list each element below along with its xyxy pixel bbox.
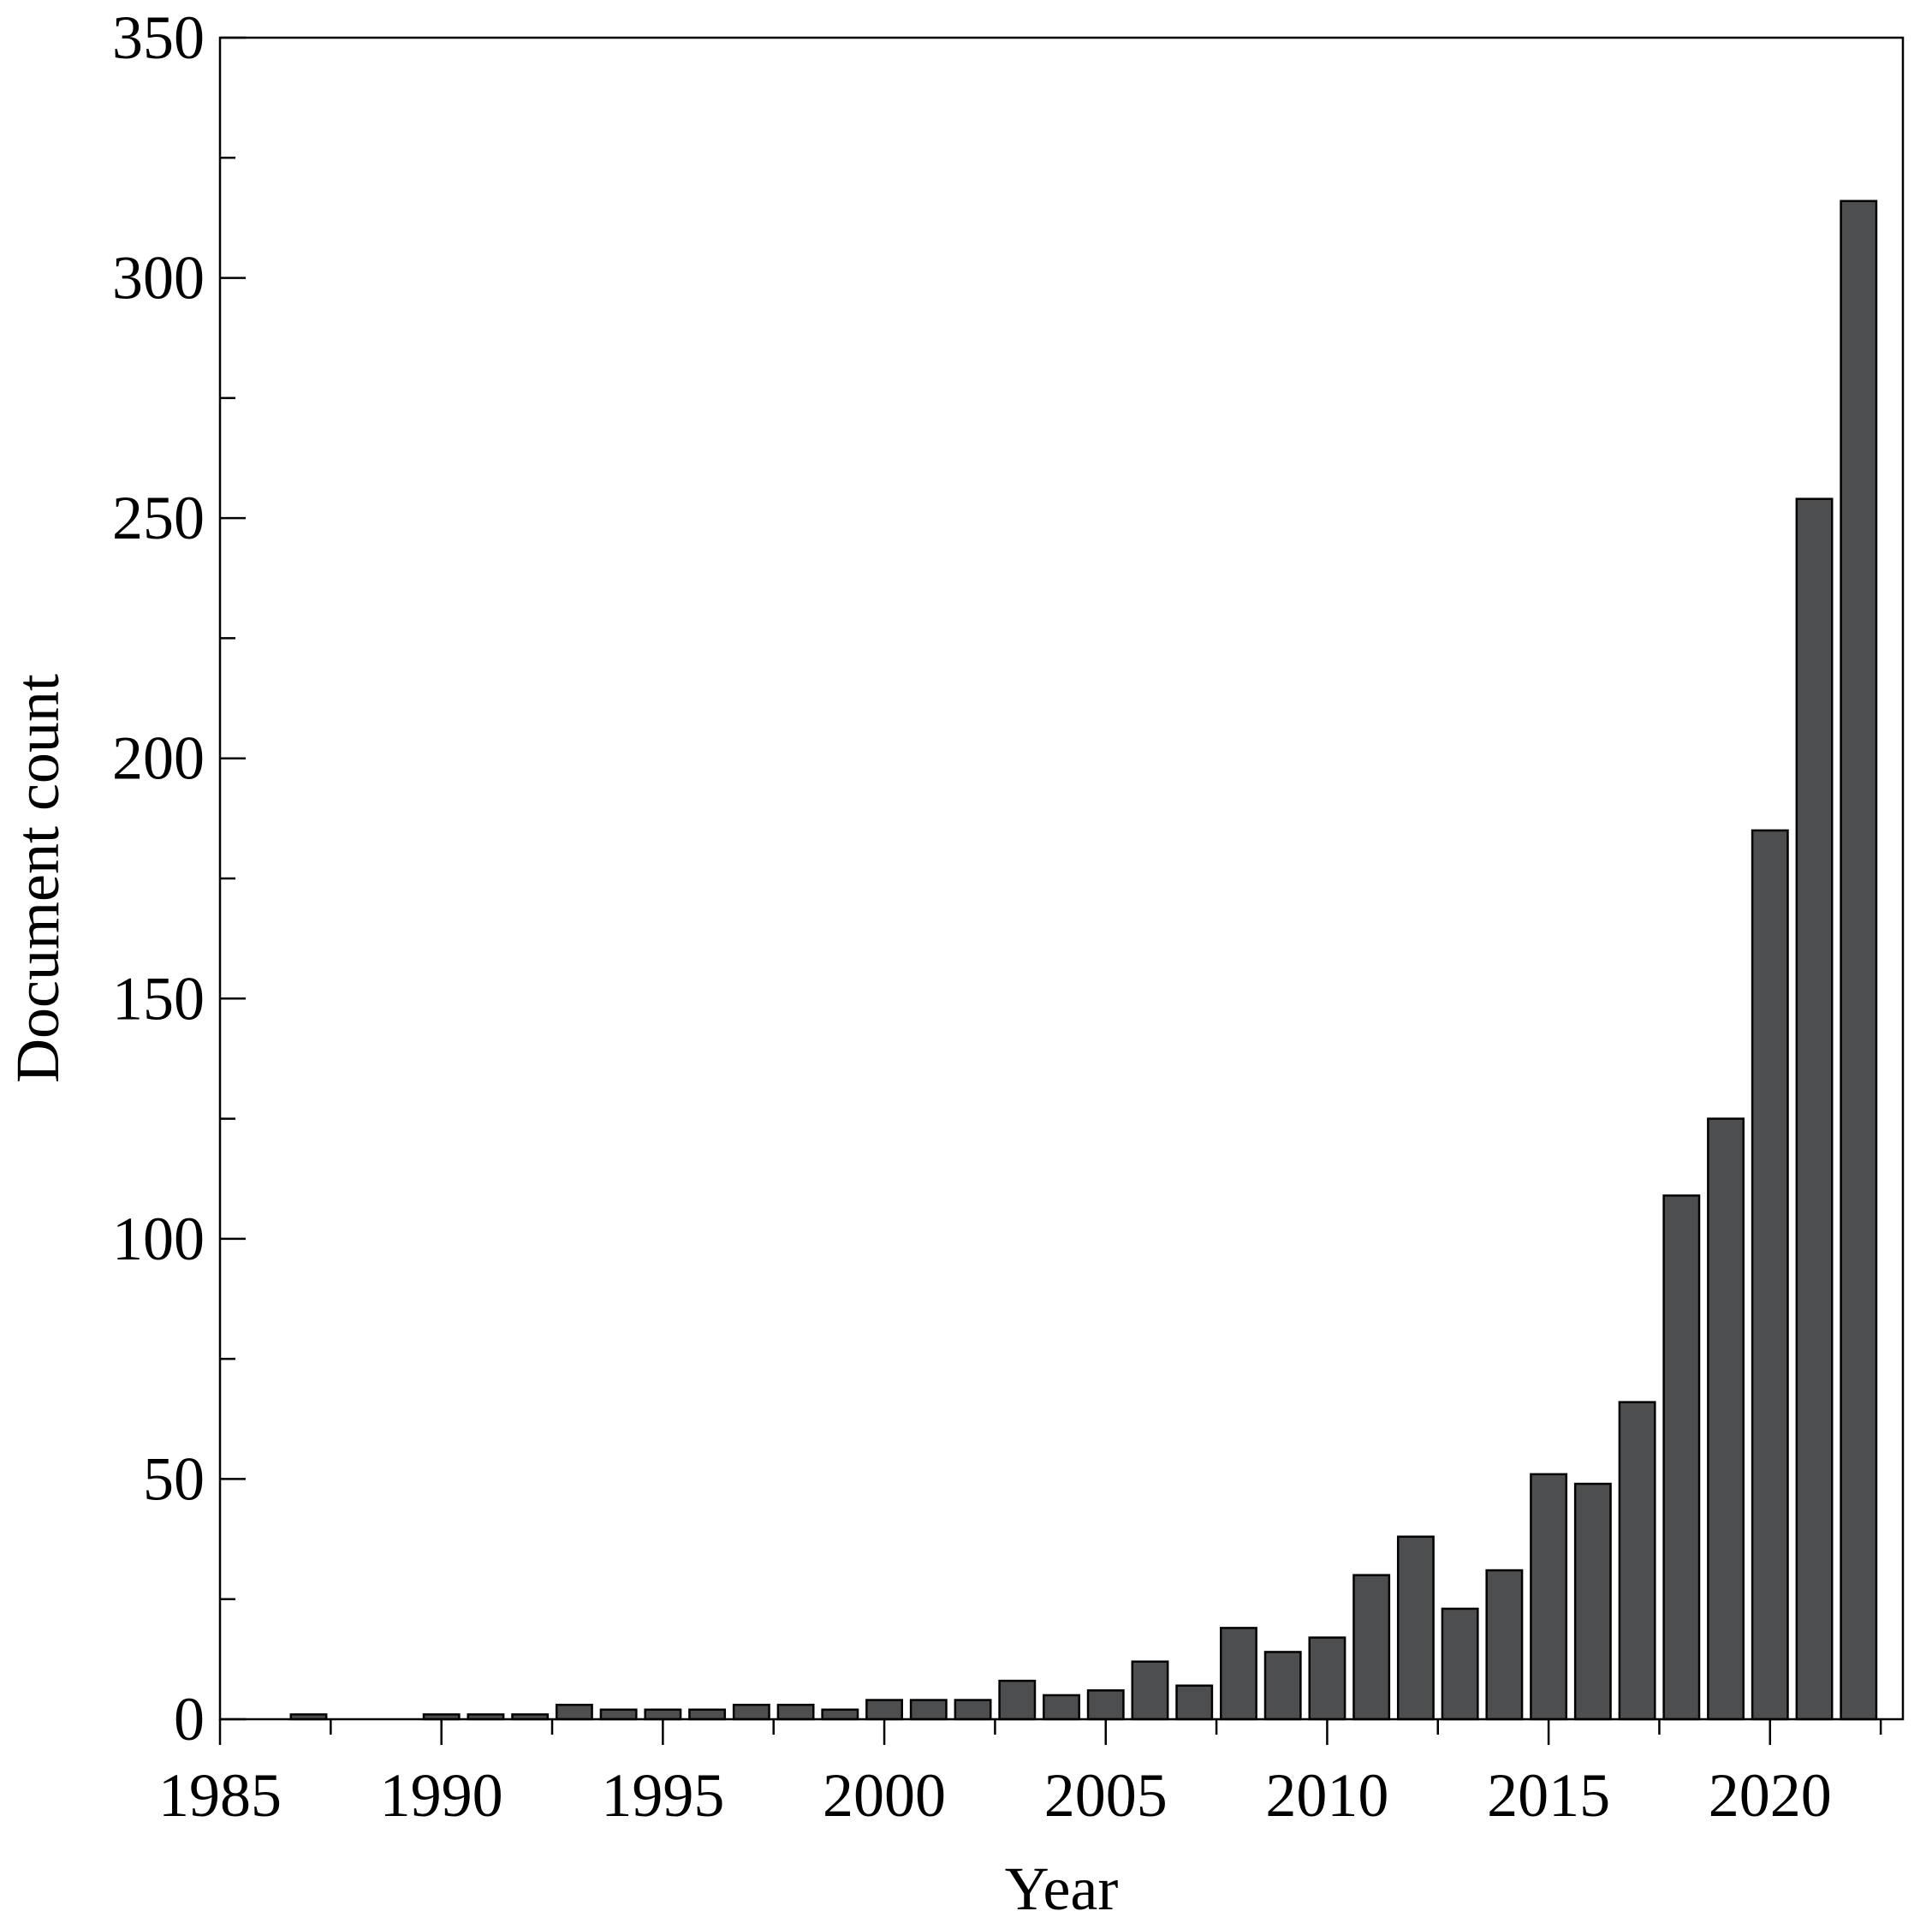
bar-1995	[644, 1708, 682, 1721]
y-axis-title: Document count	[3, 674, 72, 1083]
x-tick-label: 2020	[1709, 1761, 1832, 1830]
plot-frame	[218, 36, 1905, 1721]
x-tick-label: 1990	[380, 1761, 503, 1830]
bar-2006	[1131, 1660, 1169, 1721]
bar-1996	[688, 1708, 727, 1721]
x-tick-label: 2000	[823, 1761, 946, 1830]
y-tick-label: 100	[112, 1205, 205, 1273]
x-tick-label: 1995	[601, 1761, 724, 1830]
y-tick-label: 350	[112, 3, 205, 72]
bar-2020	[1751, 829, 1789, 1721]
bar-2009	[1263, 1651, 1302, 1721]
bar-2015	[1530, 1473, 1568, 1721]
bar-2017	[1618, 1401, 1656, 1721]
bar-2012	[1396, 1535, 1435, 1721]
x-tick-label: 1985	[158, 1761, 282, 1830]
y-tick-label: 200	[112, 724, 205, 793]
y-tick-label: 250	[112, 484, 205, 552]
bar-2016	[1573, 1482, 1612, 1721]
bar-2014	[1485, 1569, 1524, 1721]
bar-2021	[1795, 497, 1834, 1721]
bar-1993	[555, 1703, 593, 1721]
bar-1994	[599, 1708, 638, 1721]
bar-2022	[1840, 199, 1878, 1721]
bars-group	[289, 199, 1878, 1721]
tick-labels-group: 1985 1990 1995 2000 2005 2010 2015 2020 0 50 100 15…	[112, 3, 1832, 1830]
y-tick-label: 150	[112, 964, 205, 1033]
x-axis-title: Year	[1005, 1855, 1119, 1923]
bar-2003	[998, 1679, 1037, 1721]
bar-2004	[1043, 1694, 1080, 1721]
bar-2002	[954, 1699, 992, 1721]
bar-1997	[732, 1703, 770, 1721]
x-tick-label: 2010	[1265, 1761, 1388, 1830]
y-tick-label: 0	[174, 1685, 205, 1753]
bar-2005	[1086, 1689, 1125, 1721]
bar-2010	[1308, 1636, 1346, 1721]
bar-2007	[1175, 1684, 1214, 1721]
bar-2018	[1662, 1194, 1701, 1721]
bar-1999	[821, 1708, 859, 1721]
y-tick-label: 50	[143, 1444, 205, 1513]
y-tick-label: 300	[112, 244, 205, 313]
bar-2008	[1220, 1627, 1257, 1721]
bar-2001	[909, 1699, 948, 1721]
bar-2000	[865, 1699, 903, 1721]
bar-2011	[1352, 1574, 1391, 1721]
bar-2013	[1441, 1607, 1479, 1721]
bar-2019	[1707, 1117, 1745, 1721]
x-tick-label: 2015	[1487, 1761, 1610, 1830]
bar-1998	[776, 1703, 815, 1721]
x-tick-label: 2005	[1044, 1761, 1168, 1830]
